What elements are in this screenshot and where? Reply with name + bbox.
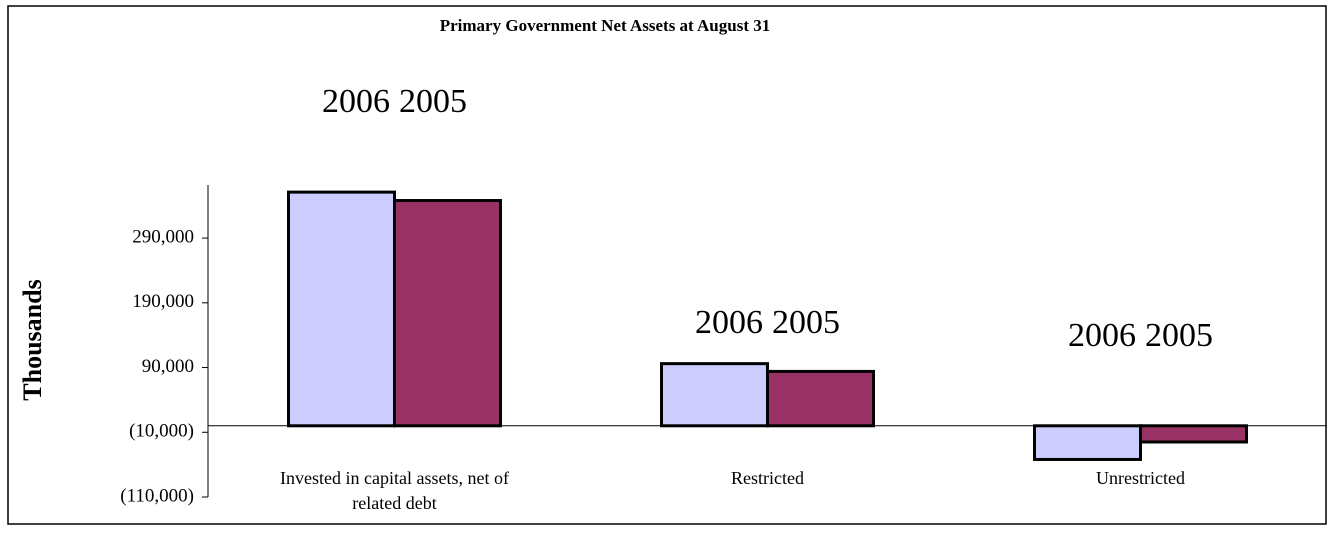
bar: [766, 369, 875, 428]
series-name: 2006: [1068, 317, 1136, 354]
series-name: 2005: [399, 83, 467, 120]
series-name: 2006: [695, 304, 763, 341]
series-name: 2005: [1145, 317, 1213, 354]
bar: [393, 199, 502, 428]
x-tick-label: Unrestricted: [1096, 468, 1185, 488]
bar: [1033, 424, 1142, 461]
bar: [287, 190, 396, 428]
y-tick-label: 90,000: [142, 356, 194, 377]
x-tick-label: Invested in capital assets, net of relat…: [280, 468, 509, 513]
bar: [1139, 424, 1248, 444]
group-label: 2006 2005: [695, 304, 840, 341]
chart-frame: [7, 5, 1327, 525]
series-name: 2005: [772, 304, 840, 341]
y-tick-label: (10,000): [129, 421, 194, 442]
chart-title: Primary Government Net Assets at August …: [440, 16, 771, 35]
group-label: 2006 2005: [322, 83, 467, 120]
y-tick-label: 290,000: [132, 226, 194, 247]
group-label: 2006 2005: [1068, 317, 1213, 354]
bar: [660, 362, 769, 428]
y-tick-label: 190,000: [132, 291, 194, 312]
y-axis-label: Thousands: [18, 279, 47, 400]
series-name: 2006: [322, 83, 390, 120]
y-tick-label: (110,000): [120, 485, 194, 506]
x-tick-label: Restricted: [731, 468, 804, 488]
